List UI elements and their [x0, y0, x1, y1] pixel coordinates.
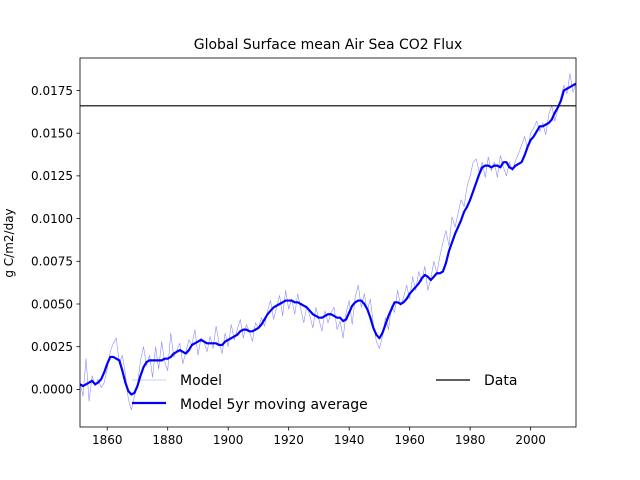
x-tick-label: 1880 [152, 433, 183, 447]
x-tick-label: 1900 [213, 433, 244, 447]
plot-area-frame [79, 57, 577, 428]
x-tick-label: 1920 [273, 433, 304, 447]
series-line-moving-average [80, 82, 576, 396]
x-tick-label: 1860 [92, 433, 123, 447]
legend-label-model: Model [180, 373, 222, 389]
x-tick-label: 1960 [394, 433, 425, 447]
y-tick-label: 0.0125 [31, 169, 73, 183]
y-tick-label: 0.0000 [31, 383, 73, 397]
legend: Model Model 5yr moving average Data [132, 373, 517, 413]
y-tick-label: 0.0175 [31, 84, 73, 98]
y-tick-label: 0.0100 [31, 212, 73, 226]
x-tick-label: 1980 [455, 433, 486, 447]
series-layer [80, 73, 576, 411]
ticks-layer: 1860 1880 1900 1920 1940 1960 1980 2000 0.0000 0.… [31, 84, 546, 447]
x-tick-label: 1940 [334, 433, 365, 447]
x-tick-label: 2000 [515, 433, 546, 447]
legend-label-moving-average: Model 5yr moving average [180, 397, 368, 413]
y-axis-label: g C/m2/day [2, 208, 16, 277]
y-tick-label: 0.0075 [31, 255, 73, 269]
y-tick-label: 0.0150 [31, 126, 73, 140]
legend-label-data: Data [484, 373, 517, 389]
y-tick-label: 0.0025 [31, 340, 73, 354]
chart-title: Global Surface mean Air Sea CO2 Flux [194, 37, 463, 53]
y-tick-label: 0.0050 [31, 297, 73, 311]
